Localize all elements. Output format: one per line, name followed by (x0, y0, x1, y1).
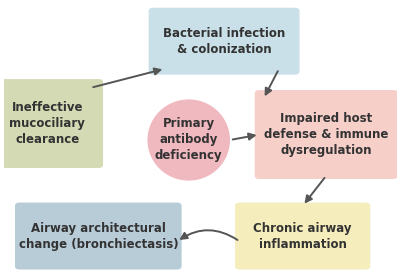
Text: Airway architectural
change (bronchiectasis): Airway architectural change (bronchiecta… (18, 221, 178, 251)
FancyBboxPatch shape (149, 8, 300, 75)
Text: Chronic airway
inflammation: Chronic airway inflammation (253, 221, 352, 251)
FancyBboxPatch shape (0, 79, 103, 168)
Text: Impaired host
defense & immune
dysregulation: Impaired host defense & immune dysregula… (264, 112, 389, 157)
Text: Primary
antibody
deficiency: Primary antibody deficiency (155, 118, 223, 162)
FancyBboxPatch shape (255, 90, 398, 179)
Text: Bacterial infection
& colonization: Bacterial infection & colonization (163, 27, 285, 56)
Ellipse shape (148, 99, 230, 181)
FancyBboxPatch shape (235, 202, 370, 270)
FancyBboxPatch shape (15, 202, 182, 270)
Text: Ineffective
mucociliary
clearance: Ineffective mucociliary clearance (9, 101, 85, 146)
